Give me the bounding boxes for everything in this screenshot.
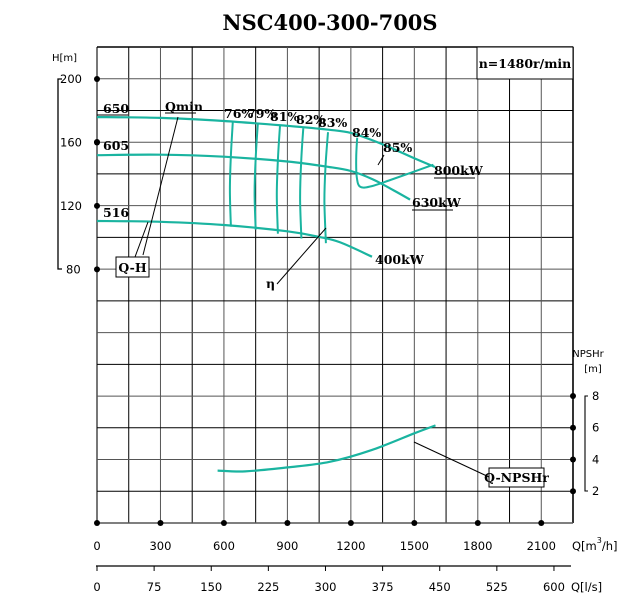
x-axis-label-ls: Q[l/s] xyxy=(571,580,602,594)
ls-tick-label: 0 xyxy=(93,580,100,594)
x-axis-dot xyxy=(94,520,100,526)
ls-tick-label: 225 xyxy=(257,580,279,594)
ls-tick-label: 525 xyxy=(486,580,508,594)
power-label: 400kW xyxy=(375,252,425,267)
head-axis-dot xyxy=(94,139,100,146)
qh-label: Q-H xyxy=(118,260,147,275)
x-tick-label: 600 xyxy=(213,539,235,553)
impeller-diameter-label: 650 xyxy=(103,101,129,116)
npsh-axis-dot xyxy=(570,488,576,495)
npsh-label-box xyxy=(488,467,545,488)
head-tick-label: 160 xyxy=(60,135,82,149)
head-tick-label: 120 xyxy=(60,199,82,213)
head-curve-516 xyxy=(96,219,373,258)
x-tick-label: 900 xyxy=(276,539,298,553)
x-tick-label: 1800 xyxy=(463,539,492,553)
head-tick-label: 200 xyxy=(60,72,82,86)
x-axis-dot xyxy=(347,520,354,526)
power-label: 800kW xyxy=(434,163,484,178)
efficiency-label: 82% xyxy=(296,112,325,127)
efficiency-line-81pct xyxy=(275,125,281,234)
head-axis-dot xyxy=(94,202,100,209)
speed-label-box xyxy=(476,46,574,80)
head-axis-ticks: 200 160 120 80 xyxy=(60,72,100,276)
x-axis-dot xyxy=(157,520,164,526)
npsh-axis-dot xyxy=(570,393,576,399)
x-axis-ticks-ls: 0 75 150 225 300 375 450 525 600 xyxy=(93,566,565,594)
curves xyxy=(96,116,436,473)
efficiency-line-83pct xyxy=(323,132,329,244)
efficiency-label: 76% xyxy=(224,106,253,121)
grid xyxy=(96,46,574,524)
power-label: 630kW xyxy=(412,195,462,210)
npsh-axis-bracket xyxy=(584,395,588,492)
npsh-label: Q-NPSHr xyxy=(484,470,549,485)
x-tick-label: 1200 xyxy=(336,539,365,553)
npsh-axis-ticks: 8 6 4 2 xyxy=(570,389,599,498)
head-curve-605 xyxy=(96,153,411,201)
head-curve-650 xyxy=(96,116,436,169)
x-axis-dot xyxy=(538,520,545,526)
efficiency-line-84pct xyxy=(355,137,434,189)
efficiency-label: 79% xyxy=(247,106,276,121)
x-axis-ticks-m3h: 0 300 600 900 1200 1500 1800 2100 xyxy=(93,520,556,553)
qmin-leader-line xyxy=(142,116,179,256)
ls-tick-label: 300 xyxy=(315,580,337,594)
x-axis-dot xyxy=(474,520,481,526)
x-tick-label: 300 xyxy=(149,539,171,553)
efficiency-label: 83% xyxy=(318,115,347,130)
head-axis-bracket xyxy=(57,78,62,270)
head-axis-dot xyxy=(94,76,100,82)
ls-tick-label: 75 xyxy=(147,580,162,594)
ls-tick-label: 375 xyxy=(372,580,394,594)
ls-tick-label: 450 xyxy=(429,580,451,594)
efficiency-label: 84% xyxy=(352,125,381,140)
head-axis-label: H[m] xyxy=(52,53,77,64)
npsh-axis-dot xyxy=(570,456,576,463)
npsh-curve xyxy=(217,424,436,473)
x-axis-dot xyxy=(220,520,227,526)
x-tick-label: 2100 xyxy=(527,539,556,553)
eff85-leader-line xyxy=(377,154,385,166)
x-axis-dot xyxy=(284,520,291,526)
x-axis-label-m3h: Q[m3/h] xyxy=(572,536,618,553)
efficiency-label: 81% xyxy=(270,109,299,124)
ls-tick-label: 150 xyxy=(200,580,222,594)
qh-label-box xyxy=(115,256,150,278)
head-tick-label: 80 xyxy=(66,262,81,276)
efficiency-line-79pct xyxy=(253,124,259,230)
eta-leader-line xyxy=(276,227,327,285)
npsh-tick-label: 4 xyxy=(592,452,599,466)
npsh-axis-label-line1: NPSHr xyxy=(572,349,604,360)
npsh-tick-label: 8 xyxy=(592,389,599,403)
x-axis-dot xyxy=(411,520,418,526)
impeller-diameter-label: 516 xyxy=(103,205,129,220)
qh-leader-line xyxy=(134,221,149,258)
npsh-tick-label: 6 xyxy=(592,421,599,435)
speed-label: n=1480r/min xyxy=(479,56,572,71)
efficiency-eta-label: η xyxy=(266,276,275,291)
efficiency-line-82pct xyxy=(299,128,305,239)
x-tick-label: 0 xyxy=(93,539,100,553)
efficiency-line-76pct xyxy=(228,121,234,227)
x-tick-label: 1500 xyxy=(400,539,429,553)
qmin-label: Qmin xyxy=(165,99,203,114)
npsh-axis-dot xyxy=(570,424,576,431)
chart-title: NSC400-300-700S xyxy=(222,10,437,35)
npsh-axis-label-line2: [m] xyxy=(584,364,602,375)
impeller-diameter-label: 605 xyxy=(103,138,129,153)
labels: 650 605 516 800kW 630kW 400kW 76%79%81%82%83% 8… xyxy=(94,99,549,488)
head-axis-dot xyxy=(94,266,100,273)
efficiency-label-85: 85% xyxy=(383,140,412,155)
npsh-tick-label: 2 xyxy=(592,484,599,498)
npsh-leader-line xyxy=(413,441,490,478)
ls-tick-label: 600 xyxy=(543,580,565,594)
